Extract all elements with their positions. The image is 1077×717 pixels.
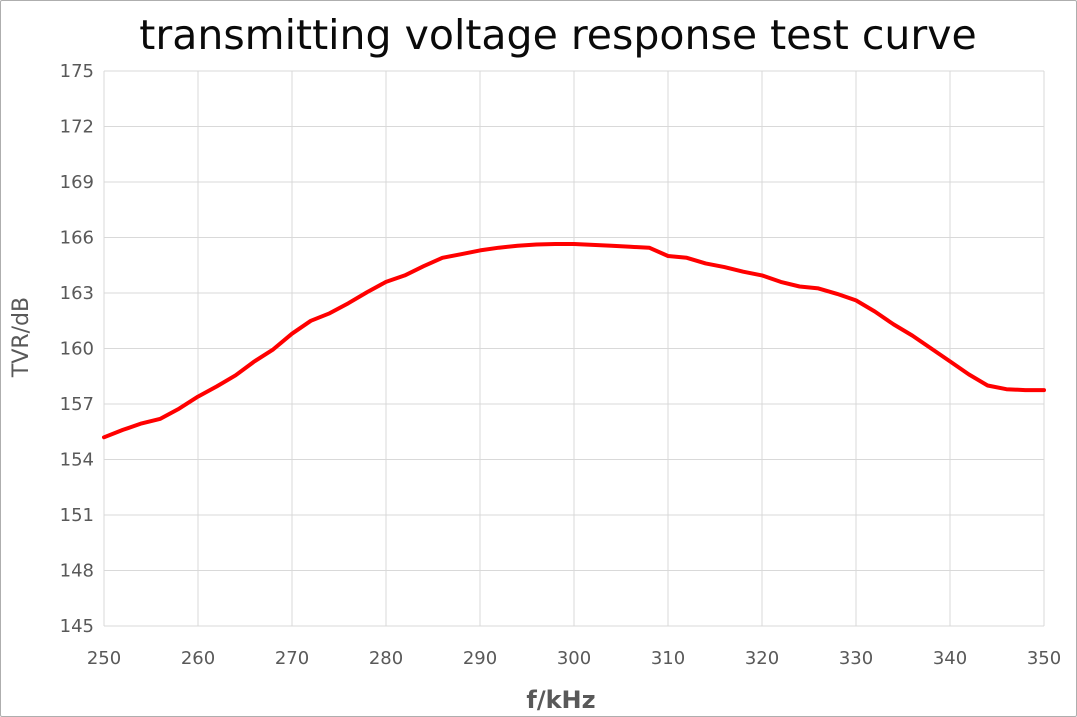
y-tick-label: 145 bbox=[60, 616, 94, 637]
x-tick-label: 250 bbox=[87, 648, 121, 669]
y-tick-label: 166 bbox=[60, 228, 94, 249]
x-tick-label: 300 bbox=[557, 648, 591, 669]
y-tick-label: 172 bbox=[60, 117, 94, 138]
y-tick-label: 175 bbox=[60, 61, 94, 82]
grid-layer bbox=[103, 70, 1045, 627]
x-tick-label: 350 bbox=[1027, 648, 1061, 669]
series-layer bbox=[102, 242, 1046, 440]
x-tick-label: 260 bbox=[181, 648, 215, 669]
x-tick-label: 340 bbox=[933, 648, 967, 669]
y-tick-label: 154 bbox=[60, 450, 94, 471]
y-tick-label: 157 bbox=[60, 394, 94, 415]
tvr-curve bbox=[102, 242, 1046, 440]
tick-layer: 145 148 151 154 157 160 163 166 169 172 175 250 260 2… bbox=[60, 61, 1062, 669]
x-tick-label: 290 bbox=[463, 648, 497, 669]
y-tick-label: 151 bbox=[60, 505, 94, 526]
chart-title: transmitting voltage response test curve bbox=[139, 11, 976, 59]
x-tick-label: 310 bbox=[651, 648, 685, 669]
x-tick-label: 270 bbox=[275, 648, 309, 669]
y-tick-label: 169 bbox=[60, 172, 94, 193]
y-tick-label: 163 bbox=[60, 283, 94, 304]
x-tick-label: 280 bbox=[369, 648, 403, 669]
x-tick-label: 320 bbox=[745, 648, 779, 669]
x-axis-title: f/kHz bbox=[526, 686, 595, 714]
y-tick-label: 160 bbox=[60, 339, 94, 360]
x-tick-label: 330 bbox=[839, 648, 873, 669]
y-tick-label: 148 bbox=[60, 561, 94, 582]
y-axis-title: TVR/dB bbox=[9, 297, 34, 378]
